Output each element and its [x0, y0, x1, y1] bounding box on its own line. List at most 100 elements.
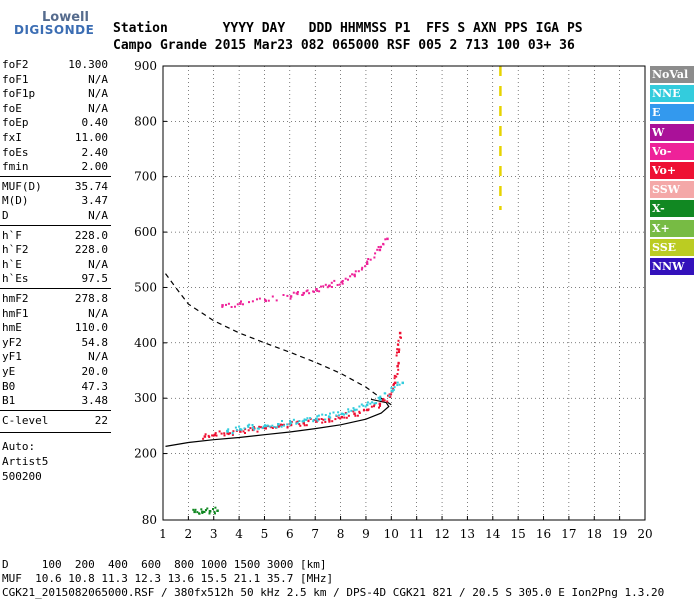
- echo-point: [256, 298, 258, 301]
- param-name: yE: [2, 365, 16, 378]
- echo-point: [212, 434, 215, 437]
- param-separator: [0, 175, 111, 177]
- echo-point: [221, 305, 224, 308]
- grid: [163, 66, 645, 520]
- param-value: 3.48: [81, 394, 109, 408]
- echo-point: [321, 421, 324, 424]
- param-row: M(D) 3.47: [2, 194, 108, 208]
- echo-point: [251, 424, 254, 426]
- echo-point: [373, 402, 376, 405]
- echo-point: [211, 434, 214, 437]
- param-name: h`E: [2, 257, 22, 271]
- param-name: B1: [2, 394, 16, 408]
- echo-point: [214, 506, 217, 509]
- echo-point: [231, 433, 234, 436]
- echo-point: [229, 432, 231, 435]
- param-row: foEs 2.40: [2, 146, 108, 160]
- param-value: 0.40: [81, 116, 109, 130]
- echo-point: [330, 286, 333, 288]
- model-profile-dashed: [165, 273, 392, 406]
- param-value: 22: [94, 413, 108, 427]
- echo-point: [345, 416, 348, 419]
- param-row: h`E N/A: [2, 258, 108, 272]
- echo-point: [248, 301, 250, 304]
- echo-point: [360, 268, 363, 271]
- echo-point: [296, 420, 299, 423]
- echo-point: [225, 303, 227, 306]
- echo-point: [340, 412, 344, 416]
- echo-point: [366, 401, 369, 404]
- echo-point: [251, 426, 255, 429]
- echo-point: [340, 280, 344, 284]
- echo-point: [203, 435, 207, 438]
- echo-point: [264, 424, 267, 428]
- echo-point: [330, 281, 333, 284]
- echo-point: [349, 275, 352, 278]
- y-tick-label: 600: [134, 225, 157, 239]
- echo-point: [296, 291, 299, 293]
- x-tick-label: 5: [261, 527, 269, 541]
- legend-item: SSE: [650, 238, 694, 256]
- x-tick-label: 3: [210, 527, 218, 541]
- echo-point: [246, 424, 249, 427]
- echo-point: [306, 289, 309, 292]
- echo-point: [230, 306, 233, 308]
- echo-point: [396, 351, 398, 354]
- echo-point: [320, 285, 322, 288]
- echo-point: [383, 399, 386, 402]
- echo-point: [239, 302, 242, 305]
- echo-point: [206, 507, 209, 510]
- echo-point: [382, 243, 385, 246]
- y-tick-label: 700: [134, 170, 157, 184]
- echo-point: [214, 432, 217, 435]
- echo-point: [289, 419, 291, 422]
- echo-point: [350, 409, 353, 412]
- echo-point: [396, 365, 399, 368]
- y-tick-label: 800: [134, 114, 157, 128]
- echo-point: [286, 294, 289, 297]
- echo-point: [358, 412, 361, 414]
- echo-point: [393, 386, 396, 389]
- x-tick-label: 16: [536, 527, 551, 541]
- echo-point: [226, 432, 229, 435]
- true-height-profile: [165, 398, 390, 447]
- echo-point: [303, 424, 306, 427]
- param-row: foF2 10.300: [2, 58, 108, 72]
- echo-point: [392, 387, 395, 390]
- echo-point: [352, 410, 355, 413]
- echo-point: [299, 424, 302, 427]
- echo-point: [192, 508, 195, 511]
- echo-point: [352, 407, 355, 410]
- echo-point: [335, 414, 338, 417]
- echo-point: [366, 260, 369, 263]
- echo-point: [384, 238, 387, 241]
- echo-point: [204, 433, 207, 436]
- echo-point: [268, 425, 271, 428]
- param-name: foE: [2, 101, 22, 115]
- echo-point: [378, 248, 382, 252]
- echo-point: [213, 433, 217, 437]
- echo-point: [386, 237, 389, 241]
- param-value: 2.40: [81, 145, 109, 159]
- echo-point: [381, 399, 384, 402]
- data-layer: [165, 66, 502, 515]
- lowell-digisonde-logo: Lowell DIGISONDE: [2, 2, 102, 42]
- param-name: foEs: [2, 145, 29, 159]
- echo-point: [215, 434, 218, 437]
- param-value: 3.47: [81, 194, 109, 208]
- param-row: h`Es 97.5: [2, 272, 108, 286]
- param-separator: [0, 224, 111, 226]
- param-value: N/A: [88, 101, 108, 115]
- echo-point: [238, 425, 241, 428]
- logo-line2: DIGISONDE: [14, 23, 95, 37]
- echo-point: [388, 393, 391, 396]
- echo-point: [262, 425, 265, 428]
- echo-point: [318, 290, 321, 293]
- echo-point: [277, 423, 280, 426]
- autoscaling-line2: Artist5: [2, 455, 49, 469]
- echo-point: [386, 400, 389, 403]
- echo-point: [378, 406, 380, 409]
- echo-point: [201, 510, 204, 514]
- echo-point: [256, 430, 259, 433]
- echo-point: [276, 426, 279, 429]
